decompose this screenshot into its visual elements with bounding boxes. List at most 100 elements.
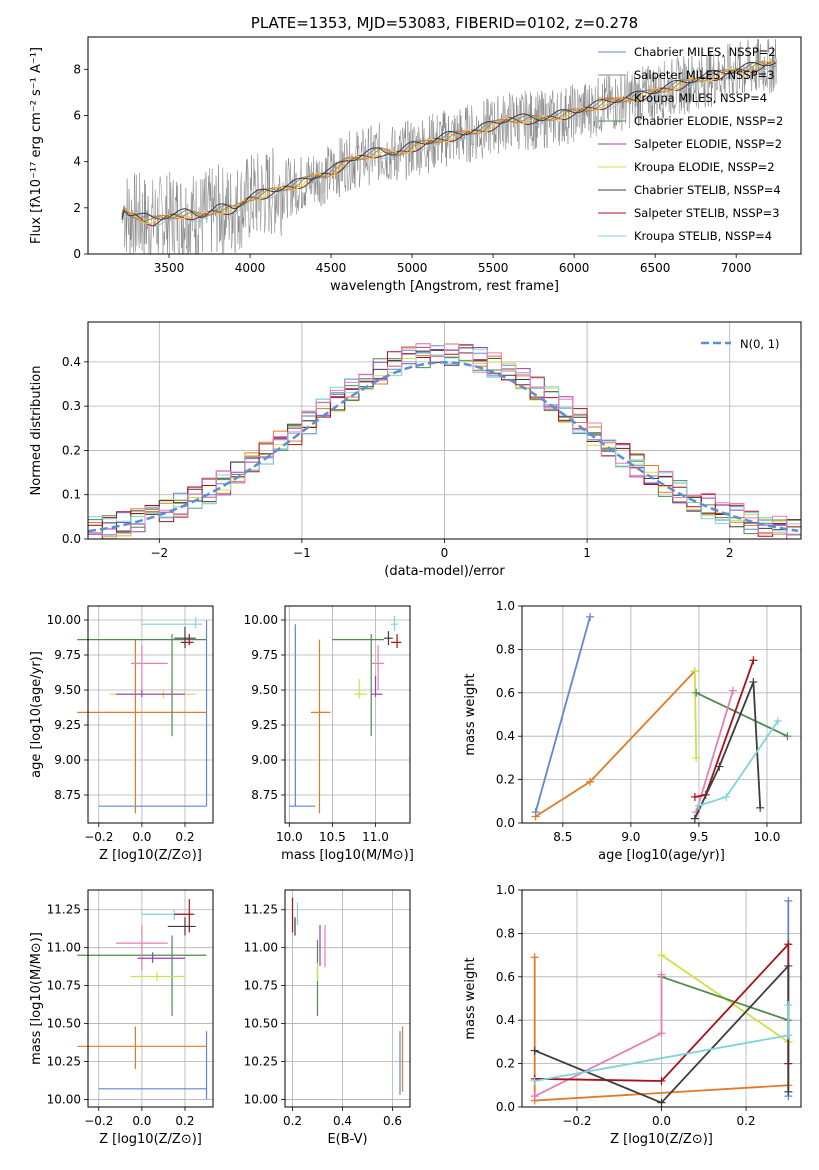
x-tick-label: −2 [150,546,168,560]
weight-marker [690,667,699,676]
axes-frame [521,605,802,824]
axes-frame [87,605,214,824]
y-tick-label: 0 [73,247,81,261]
y-tick-label: 6 [73,108,81,122]
legend-entry: Chabrier MILES, NSSP=2 [634,45,776,59]
y-tick-label: 0.1 [62,488,81,502]
weight-marker [784,1087,793,1096]
legend-entry: Chabrier ELODIE, NSSP=2 [634,114,783,128]
x-tick-label: 0 [441,546,449,560]
x-tick-label: 2 [726,546,734,560]
y-tick-label: 0.0 [496,1100,515,1114]
weight-line-kroupa_elodie [693,671,698,758]
y-tick-label: 8.75 [251,788,278,802]
y-tick-label: 9.00 [54,753,81,767]
y-axis-label: Normed distribution [29,366,44,496]
x-tick-label: 0.0 [132,1114,151,1128]
x-tick-label: 0.6 [383,1114,402,1128]
y-tick-label: 0.4 [496,1013,515,1027]
axes-frame [284,605,411,824]
y-tick-label: 11.00 [244,941,278,955]
y-tick-label: 0.4 [496,729,515,743]
y-tick-label: 10.25 [244,1054,278,1068]
y-tick-label: 9.25 [54,718,81,732]
model-kroupa_stelib [121,63,776,227]
y-axis-label: age [log10(age/yr)] [29,651,44,778]
y-tick-label: 0.8 [496,642,515,656]
weight-marker [586,612,595,621]
weight-marker [784,961,793,970]
legend-entry: Kroupa MILES, NSSP=4 [634,91,767,105]
y-tick-label: 10.50 [244,1017,278,1031]
model-kroupa_elodie [121,61,776,225]
weight-marker [531,812,540,821]
y-axis-label: Flux [fλ10⁻¹⁷ erg cm⁻² s⁻¹ A⁻¹] [29,47,44,244]
age_vs_mass-plot-area [285,606,410,823]
x-tick-label: 5000 [397,261,428,275]
model-salpeter_miles [121,61,776,220]
weight-marker [756,803,765,812]
model-chabrier_stelib [121,61,776,220]
y-tick-label: 9.25 [251,718,278,732]
observed-spectrum [123,39,777,255]
x-tick-label: 6500 [640,261,671,275]
x-axis-label: Z [log10(Z/Z⊙)] [610,1132,713,1147]
y-tick-label: 9.75 [251,648,278,662]
x-tick-label: 0.2 [736,1114,755,1128]
x-tick-label: 9.0 [621,830,640,844]
x-tick-label: 11.0 [362,830,389,844]
x-axis-label: mass [log10(M/M⊙)] [281,848,414,863]
y-tick-label: 0.8 [496,926,515,940]
weight-marker [586,777,595,786]
y-tick-label: 10.50 [47,1017,81,1031]
x-tick-label: 6000 [559,261,590,275]
x-tick-label: 0.2 [175,830,194,844]
y-tick-label: 0.6 [496,686,515,700]
y-tick-label: 10.00 [244,1092,278,1106]
axes-frame [87,321,802,540]
y-axis-label: mass weight [463,673,478,755]
weight-line-pink [695,690,734,813]
legend-entry: Kroupa ELODIE, NSSP=2 [634,160,775,174]
weight-marker [657,951,666,960]
y-axis-label: mass weight [463,957,478,1039]
x-tick-label: 4500 [316,261,347,275]
weight-marker [784,1001,793,1010]
x-tick-label: −1 [293,546,311,560]
weight-marker [657,1098,666,1107]
y-tick-label: 0.4 [62,355,81,369]
weight-marker [694,801,703,810]
x-tick-label: 10.0 [276,830,303,844]
y-tick-label: 8 [73,62,81,76]
weight-marker [784,940,793,949]
weight-marker [692,753,701,762]
weight-marker [749,677,758,686]
histogram-kroupa_stelib [88,348,801,533]
y-tick-label: 2 [73,201,81,215]
x-tick-label: 7000 [721,261,752,275]
axes-frame [521,889,802,1108]
legend-entry: Kroupa STELIB, NSSP=4 [634,229,772,243]
x-tick-label: −0.2 [84,830,113,844]
weight-marker [690,814,699,823]
weight-marker [530,953,539,962]
y-tick-label: 10.00 [244,613,278,627]
y-tick-label: 0.0 [62,532,81,546]
y-tick-label: 0.6 [496,970,515,984]
weight-marker [530,1076,539,1085]
model-kroupa_miles [121,61,776,222]
x-axis-label: wavelength [Angstrom, rest frame] [330,279,559,294]
x-tick-label: 5500 [478,261,509,275]
x-tick-label: 10.0 [754,830,781,844]
y-tick-label: 9.50 [54,683,81,697]
y-tick-label: 0.2 [496,1057,515,1071]
y-tick-label: 10.25 [47,1054,81,1068]
weight-marker [530,1092,539,1101]
x-tick-label: 3500 [154,261,185,275]
y-tick-label: 11.25 [244,903,278,917]
axes-frame [87,889,214,1108]
x-tick-label: 0.2 [283,1114,302,1128]
chart-title: PLATE=1353, MJD=53083, FIBERID=0102, z=0… [251,14,638,32]
x-axis-label: age [log10(age/yr)] [598,848,725,863]
x-tick-label: 0.0 [132,830,151,844]
